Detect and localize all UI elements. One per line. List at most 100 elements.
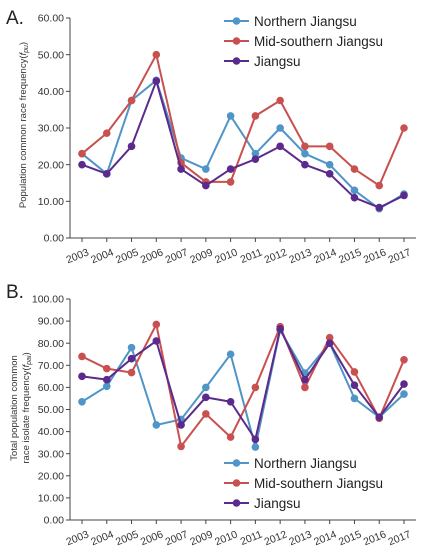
data-point-mid-southern-jiangsu (78, 149, 86, 158)
panel-b-y-axis-label-text: race isolate frequency( (21, 367, 32, 464)
data-point-mid-southern-jiangsu (202, 410, 210, 418)
series-line-mid-southern-jiangsu (81, 53, 405, 187)
data-point-jiangsu (400, 380, 408, 388)
data-point-northern-jiangsu (78, 397, 86, 406)
panel-b: B. Total population common race isolate … (6, 282, 416, 548)
data-point-jiangsu (301, 160, 309, 169)
data-point-mid-southern-jiangsu (102, 129, 111, 137)
y-tick-label: 40.00 (38, 86, 64, 98)
panel-a-y-axis-label-text: Population common race frequency( (18, 55, 29, 208)
panel-a-axes: 0.0010.0020.0030.0040.0050.0060.00200320… (38, 13, 416, 266)
x-tick-label: 2015 (337, 246, 363, 266)
x-tick-label: 2012 (263, 528, 289, 548)
x-tick-label: 2014 (312, 528, 338, 548)
data-point-northern-jiangsu (226, 112, 235, 120)
data-point-northern-jiangsu (350, 186, 359, 195)
panel-a-series (78, 50, 408, 213)
data-point-mid-southern-jiangsu (325, 142, 334, 151)
data-point-mid-southern-jiangsu (78, 352, 86, 361)
legend-marker-jiangsu (232, 57, 241, 65)
data-point-jiangsu (251, 155, 260, 163)
panel-a-y-axis-label-symbol: f (18, 52, 29, 56)
y-tick-label: 20.00 (38, 470, 64, 482)
data-point-jiangsu (276, 325, 284, 333)
y-tick-label: 60.00 (38, 13, 64, 25)
legend-label-mid-southern-jiangsu: Mid-southern Jiangsu (254, 34, 383, 49)
data-point-northern-jiangsu (400, 390, 408, 398)
y-tick-label: 40.00 (38, 426, 64, 438)
data-point-northern-jiangsu (102, 382, 111, 391)
data-point-jiangsu (350, 381, 359, 389)
data-point-jiangsu (177, 165, 185, 173)
panel-a-label: A. (6, 8, 24, 29)
series-line-mid-southern-jiangsu (81, 323, 405, 448)
legend-item-jiangsu: Jiangsu (224, 54, 301, 69)
data-point-mid-southern-jiangsu (152, 50, 161, 59)
y-tick-label: 0.00 (44, 515, 65, 527)
legend-item-jiangsu: Jiangsu (224, 496, 301, 511)
legend-marker-northern-jiangsu (232, 17, 241, 25)
data-point-northern-jiangsu (276, 124, 284, 132)
panel-a-y-axis-label-close: ) (18, 42, 29, 45)
panel-a-legend: Northern Jiangsu Mid-southern Jiangsu Ji… (224, 14, 383, 69)
series-line-northern-jiangsu (81, 328, 405, 449)
panel-b-label: B. (6, 282, 24, 303)
data-point-mid-southern-jiangsu (400, 355, 408, 364)
panel-a-y-axis-label: Population common race frequency(fpu) (18, 42, 30, 208)
panel-b-legend: Northern Jiangsu Mid-southern Jiangsu Ji… (224, 456, 383, 511)
x-tick-label: 2003 (65, 528, 91, 548)
y-tick-label: 50.00 (38, 49, 64, 61)
y-tick-label: 30.00 (38, 448, 64, 460)
data-point-jiangsu (202, 181, 210, 190)
data-point-jiangsu (325, 170, 334, 178)
x-tick-label: 2011 (239, 246, 265, 266)
data-point-mid-southern-jiangsu (127, 96, 136, 105)
panel-b-y-axis-label-close: ) (21, 352, 32, 355)
x-tick-label: 2005 (114, 246, 140, 266)
x-tick-label: 2007 (164, 528, 190, 548)
y-tick-label: 90.00 (38, 316, 64, 328)
panel-b-y-axis-label-symbol: f (21, 364, 32, 368)
legend-label-northern-jiangsu: Northern Jiangsu (254, 456, 357, 471)
data-point-northern-jiangsu (350, 394, 359, 403)
x-tick-label: 2009 (188, 246, 214, 266)
panel-b-series (78, 320, 408, 451)
data-point-jiangsu (127, 142, 136, 151)
series-line-jiangsu (81, 80, 405, 209)
y-tick-label: 0.00 (44, 233, 65, 245)
data-point-mid-southern-jiangsu (301, 142, 309, 151)
data-point-northern-jiangsu (202, 383, 210, 392)
data-point-jiangsu (375, 413, 384, 422)
panel-b-axes: 0.00 10.00 20.00 30.00 40.00 50.00 60.00 70.00 8… (32, 294, 416, 548)
x-tick-label: 2006 (139, 528, 165, 548)
legend-label-northern-jiangsu: Northern Jiangsu (254, 14, 357, 29)
legend-marker-jiangsu (232, 499, 241, 507)
x-tick-label: 2013 (287, 528, 313, 548)
data-point-northern-jiangsu (226, 350, 235, 359)
data-point-northern-jiangsu (325, 160, 334, 169)
panel-b-y-axis-label-line2: race isolate frequency(fpai) (21, 352, 33, 463)
x-tick-label: 2013 (287, 246, 313, 266)
y-tick-label: 30.00 (38, 123, 64, 135)
data-point-mid-southern-jiangsu (226, 433, 235, 441)
data-point-northern-jiangsu (301, 149, 309, 158)
data-point-mid-southern-jiangsu (251, 112, 260, 120)
x-tick-label: 2016 (362, 528, 388, 548)
data-point-northern-jiangsu (202, 165, 210, 173)
data-point-jiangsu (78, 160, 86, 169)
data-point-jiangsu (400, 191, 408, 200)
data-point-jiangsu (152, 337, 161, 345)
data-point-jiangsu (152, 77, 161, 85)
legend-label-jiangsu: Jiangsu (254, 496, 301, 511)
legend-item-northern-jiangsu: Northern Jiangsu (224, 456, 357, 471)
x-tick-label: 2014 (312, 246, 338, 266)
legend-label-mid-southern-jiangsu: Mid-southern Jiangsu (254, 476, 383, 491)
data-point-mid-southern-jiangsu (177, 442, 185, 451)
data-point-jiangsu (301, 375, 309, 384)
x-tick-label: 2009 (188, 528, 214, 548)
data-point-jiangsu (226, 165, 235, 173)
data-point-northern-jiangsu (251, 443, 260, 451)
data-point-jiangsu (127, 354, 136, 363)
legend-marker-northern-jiangsu (232, 459, 241, 467)
data-point-mid-southern-jiangsu (276, 96, 284, 105)
